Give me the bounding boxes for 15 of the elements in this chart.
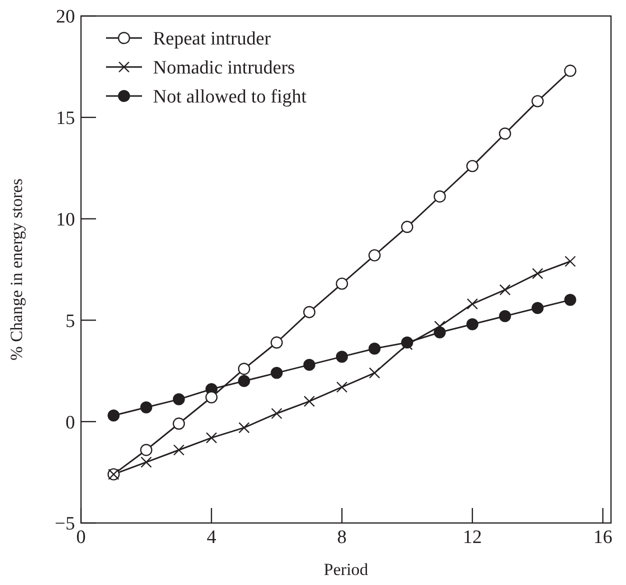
legend-label: Nomadic intruders [153,58,295,79]
x-tick-label: 8 [337,527,347,548]
legend-label: Not allowed to fight [153,86,308,108]
y-tick-label: 0 [66,412,75,434]
y-tick-label: 15 [56,108,75,130]
y-tick-label: 20 [56,6,75,28]
legend-label: Repeat intruder [153,28,272,50]
x-axis-title: Period [324,560,369,579]
y-tick-label: 5 [66,310,75,332]
y-tick-label: −5 [54,514,75,535]
x-tick-label: 12 [462,527,482,548]
x-tick-label: 16 [593,527,612,548]
x-tick-label: 4 [206,527,217,548]
y-tick-label: 10 [56,209,75,230]
y-axis-title: % Change in energy stores [7,178,26,360]
